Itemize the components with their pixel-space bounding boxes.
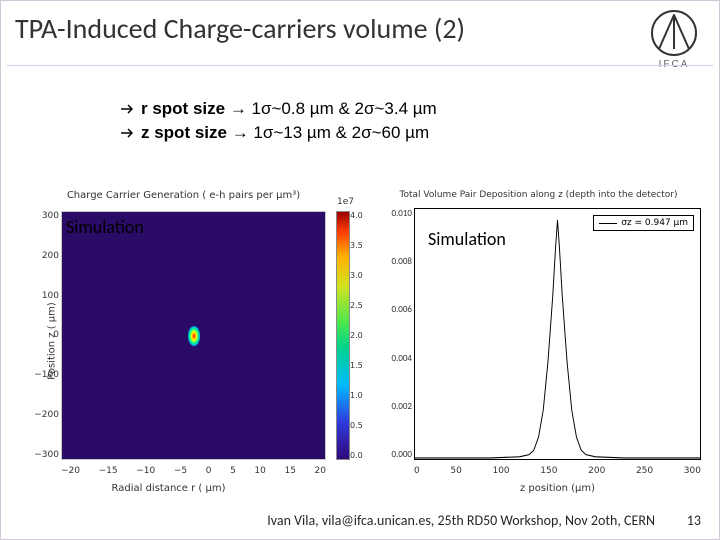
left-yticks: 300 200 100 0 −100 −200 −300 [39,211,59,460]
left-plot-area [61,211,326,460]
right-chart: Total Volume Pair Deposition along z (de… [366,186,711,496]
legend-text: σz = 0.947 µm [621,218,688,228]
arrow-icon [121,126,135,140]
bullet-text-1: r spot size → 1σ~0.8 µm & 2σ~3.4 µm [141,99,437,119]
gaussian-curve [415,220,700,458]
arrow-icon [121,102,135,116]
colorbar: 1e7 4.0 3.5 3.0 2.5 2.0 1.5 1.0 0.5 0.0 [336,211,350,460]
left-chart-title: Charge Carrier Generation ( e-h pairs pe… [11,190,356,201]
bullet-row-1: r spot size → 1σ~0.8 µm & 2σ~3.4 µm [121,99,437,119]
heatmap-hotspot [188,326,200,346]
simulation-label: Simulation [66,216,144,238]
footer: Ivan Vila, vila@ifca.unican.es, 25th RD5… [1,512,701,529]
simulation-label: Simulation [428,228,506,250]
left-chart: Charge Carrier Generation ( e-h pairs pe… [11,186,356,496]
slide: TPA-Induced Charge-carriers volume (2) I… [0,0,720,540]
title-divider [7,65,713,66]
left-xticks: −20 −15 −10 −5 0 5 10 15 20 [61,466,326,476]
right-yticks: 0.000 0.002 0.004 0.006 0.008 0.010 [382,208,412,460]
ifca-logo: IFCA [643,9,705,71]
left-xlabel: Radial distance r ( µm) [11,483,326,494]
bullet-row-2: z spot size → 1σ~13 µm & 2σ~60 µm [121,123,437,143]
legend-line-icon [599,223,617,224]
bullet-text-2: z spot size → 1σ~13 µm & 2σ~60 µm [141,123,429,143]
charts-region: Charge Carrier Generation ( e-h pairs pe… [11,186,711,496]
right-xticks: 0 50 100 150 200 250 300 [414,466,701,476]
right-chart-title: Total Volume Pair Deposition along z (de… [366,190,711,200]
bullet-list: r spot size → 1σ~0.8 µm & 2σ~3.4 µm z sp… [121,99,437,147]
legend: σz = 0.947 µm [593,215,694,231]
colorbar-gradient [336,211,350,460]
footer-text: Ivan Vila, vila@ifca.unican.es, 25th RD5… [267,512,655,529]
page-number: 13 [681,512,701,529]
colorbar-exponent: 1e7 [337,197,354,207]
right-xlabel: z position (µm) [414,483,701,494]
page-title: TPA-Induced Charge-carriers volume (2) [15,11,465,46]
